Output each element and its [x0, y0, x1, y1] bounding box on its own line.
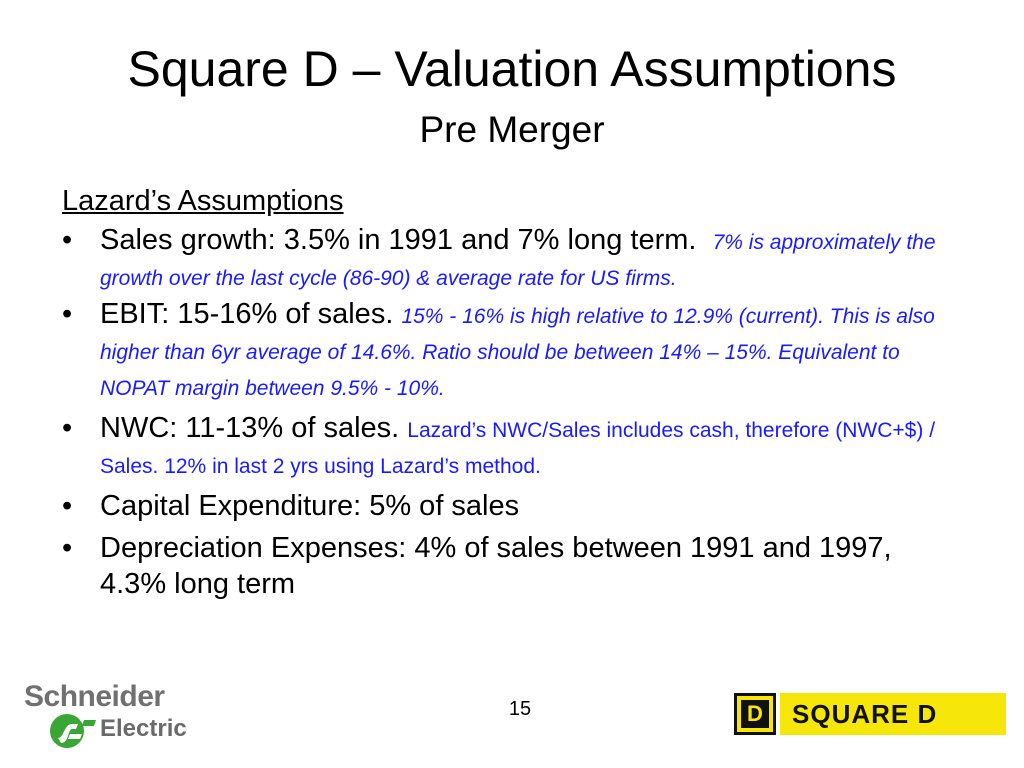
slide-subtitle: Pre Merger — [419, 109, 605, 150]
bullet-main-text: EBIT: 15-16% of sales. — [100, 298, 394, 330]
square-d-wordmark: SQUARE D — [792, 699, 938, 729]
bullet-main-text: NWC: 11-13% of sales. — [100, 412, 400, 444]
slide-title: Square D – Valuation Assumptions — [127, 41, 897, 97]
bullet-note-text: 15% - 16% is high relative to 12.9% (cur… — [100, 305, 935, 400]
bullet-symbol: • — [62, 490, 73, 522]
bullet-symbol: • — [62, 412, 73, 444]
page-number: 15 — [508, 698, 532, 720]
bullet-capex: • Capital Expenditure: 5% of sales — [62, 488, 962, 524]
bullet-symbol: • — [62, 298, 73, 330]
schneider-logo-word: Schneider — [24, 680, 165, 713]
bullet-symbol: • — [62, 532, 73, 564]
schneider-leaf-icon — [50, 714, 96, 748]
bullet-main-text: Sales growth: 3.5% in 1991 and 7% long t… — [100, 224, 697, 256]
bullet-note-text: Lazard’s NWC/Sales includes cash, theref… — [100, 419, 936, 478]
bullet-nwc: • NWC: 11-13% of sales. Lazard’s NWC/Sal… — [62, 410, 962, 482]
schneider-logo-subword: Electric — [100, 715, 187, 742]
bullet-note-text: 7% is approximately the growth over the … — [100, 231, 936, 290]
square-d-logo: D SQUARE D — [734, 693, 1006, 735]
bullet-depreciation: • Depreciation Expenses: 4% of sales bet… — [62, 530, 962, 602]
schneider-electric-logo: Schneider Electric — [22, 680, 192, 752]
square-d-mark: D — [734, 693, 776, 735]
square-d-mark-letter: D — [741, 700, 769, 728]
bullet-ebit: • EBIT: 15-16% of sales. 15% - 16% is hi… — [62, 296, 962, 404]
bullet-main-text: Depreciation Expenses: 4% of sales betwe… — [100, 532, 892, 600]
bullet-main-text: Capital Expenditure: 5% of sales — [100, 490, 520, 522]
bullet-sales-growth: • Sales growth: 3.5% in 1991 and 7% long… — [62, 222, 962, 294]
section-heading: Lazard’s Assumptions — [62, 185, 344, 217]
assumption-list: • Sales growth: 3.5% in 1991 and 7% long… — [62, 222, 962, 608]
square-d-band: SQUARE D — [780, 693, 1006, 735]
bullet-symbol: • — [62, 224, 73, 256]
